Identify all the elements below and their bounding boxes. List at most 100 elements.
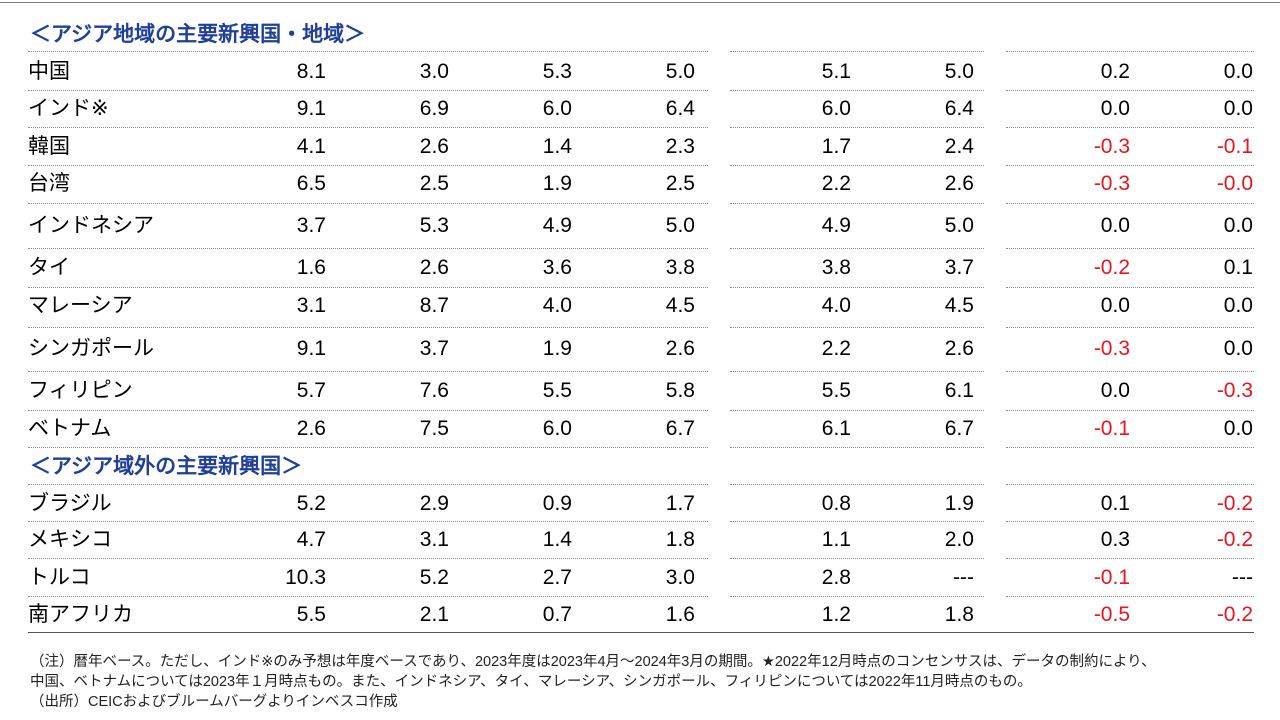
value-cell: 6.9 xyxy=(419,97,449,120)
row-divider xyxy=(1006,447,1254,448)
value-cell: 0.0 xyxy=(1100,294,1130,317)
value-cell: -0.5 xyxy=(1093,603,1130,626)
value-cell: 3.8 xyxy=(665,256,695,279)
row-divider xyxy=(1006,248,1254,249)
value-cell: 5.5 xyxy=(821,379,851,402)
value-cell: 2.3 xyxy=(665,135,695,158)
value-cell: 6.7 xyxy=(944,417,974,440)
country-name: メキシコ xyxy=(28,528,112,551)
value-cell: 5.0 xyxy=(944,60,974,83)
value-cell: 1.9 xyxy=(542,172,572,195)
value-cell: 1.9 xyxy=(542,337,572,360)
row-divider xyxy=(730,447,984,448)
row-divider xyxy=(1006,410,1254,411)
row-divider xyxy=(28,447,708,448)
table-row: フィリピン 5.7 7.6 5.5 5.8 5.5 6.1 0.0 -0.3 xyxy=(0,373,1280,409)
table-row: ベトナム 2.6 7.5 6.0 6.7 6.1 6.7 -0.1 0.0 xyxy=(0,411,1280,447)
value-cell: 2.0 xyxy=(944,528,974,551)
row-divider xyxy=(1006,165,1254,166)
value-cell: 1.1 xyxy=(821,528,851,551)
country-name: マレーシア xyxy=(28,294,133,317)
value-cell: 0.0 xyxy=(1100,214,1130,237)
value-cell: 2.4 xyxy=(944,135,974,158)
value-cell: -0.2 xyxy=(1216,492,1253,515)
value-cell: 5.5 xyxy=(542,379,572,402)
country-name: インドネシア xyxy=(28,214,154,237)
country-name: トルコ xyxy=(28,566,91,589)
value-cell: 6.1 xyxy=(944,379,974,402)
value-cell: 2.1 xyxy=(419,603,449,626)
country-name: タイ xyxy=(28,256,70,279)
country-name: 台湾 xyxy=(28,172,70,195)
value-cell: 6.4 xyxy=(944,97,974,120)
country-name: シンガポール xyxy=(28,337,154,360)
country-name: 韓国 xyxy=(28,135,70,158)
value-cell: 9.1 xyxy=(296,97,326,120)
top-border xyxy=(0,2,1280,3)
row-divider xyxy=(28,287,708,288)
value-cell: -0.3 xyxy=(1216,379,1253,402)
row-divider xyxy=(1006,287,1254,288)
value-cell: 1.9 xyxy=(944,492,974,515)
value-cell: 0.7 xyxy=(542,603,572,626)
row-divider xyxy=(28,127,708,128)
footnote-line-1: （注）暦年ベース。ただし、インド※のみ予想は年度ベースであり、2023年度は20… xyxy=(30,654,1156,670)
value-cell: 3.0 xyxy=(665,566,695,589)
value-cell: 2.6 xyxy=(665,337,695,360)
country-name: ベトナム xyxy=(28,417,112,440)
row-divider xyxy=(730,90,984,91)
table-row: シンガポール 9.1 3.7 1.9 2.6 2.2 2.6 -0.3 0.0 xyxy=(0,331,1280,367)
value-cell: 1.7 xyxy=(665,492,695,515)
value-cell: 4.1 xyxy=(296,135,326,158)
row-divider xyxy=(28,248,708,249)
value-cell: 8.7 xyxy=(419,294,449,317)
value-cell: 4.5 xyxy=(665,294,695,317)
section-title-asia: ＜アジア地域の主要新興国・地域＞ xyxy=(30,23,366,46)
country-name: 中国 xyxy=(28,60,70,83)
value-cell: 6.0 xyxy=(542,417,572,440)
value-cell: 1.4 xyxy=(542,528,572,551)
row-divider xyxy=(730,558,984,559)
row-divider xyxy=(28,165,708,166)
value-cell: 2.9 xyxy=(419,492,449,515)
value-cell: 6.0 xyxy=(542,97,572,120)
value-cell: 9.1 xyxy=(296,337,326,360)
value-cell: -0.2 xyxy=(1216,528,1253,551)
value-cell: -0.1 xyxy=(1093,566,1130,589)
value-cell: 6.7 xyxy=(665,417,695,440)
country-name: インド※ xyxy=(28,97,109,120)
country-name: ブラジル xyxy=(28,492,112,515)
value-cell: 4.9 xyxy=(821,214,851,237)
value-cell: 1.6 xyxy=(296,256,326,279)
value-cell: 0.8 xyxy=(821,492,851,515)
row-divider xyxy=(1006,203,1254,204)
value-cell: 1.6 xyxy=(665,603,695,626)
value-cell: -0.3 xyxy=(1093,135,1130,158)
value-cell: 1.8 xyxy=(665,528,695,551)
value-cell: 2.2 xyxy=(821,172,851,195)
value-cell: 1.4 xyxy=(542,135,572,158)
value-cell: 3.1 xyxy=(419,528,449,551)
value-cell: 0.0 xyxy=(1223,417,1253,440)
value-cell: -0.2 xyxy=(1216,603,1253,626)
value-cell: 2.6 xyxy=(419,256,449,279)
value-cell: 0.0 xyxy=(1223,214,1253,237)
value-cell: 2.6 xyxy=(296,417,326,440)
value-cell: 0.1 xyxy=(1223,256,1253,279)
table-row: インド※ 9.1 6.9 6.0 6.4 6.0 6.4 0.0 0.0 xyxy=(0,91,1280,127)
row-divider xyxy=(730,127,984,128)
row-divider xyxy=(1006,596,1254,597)
value-cell: 6.5 xyxy=(296,172,326,195)
value-cell: 3.7 xyxy=(296,214,326,237)
value-cell: 0.0 xyxy=(1223,337,1253,360)
value-cell: 6.1 xyxy=(821,417,851,440)
row-divider xyxy=(28,558,708,559)
table-row: メキシコ 4.7 3.1 1.4 1.8 1.1 2.0 0.3 -0.2 xyxy=(0,522,1280,558)
value-cell: 8.1 xyxy=(296,60,326,83)
value-cell: --- xyxy=(953,566,974,589)
value-cell: 1.7 xyxy=(821,135,851,158)
value-cell: 6.4 xyxy=(665,97,695,120)
row-divider xyxy=(1006,51,1254,52)
row-divider xyxy=(28,484,708,485)
value-cell: --- xyxy=(1232,566,1253,589)
